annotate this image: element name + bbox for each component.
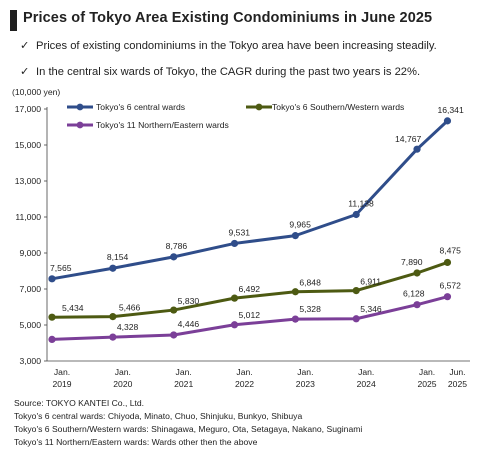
data-label: 6,848 <box>299 278 321 288</box>
data-label: 6,492 <box>239 284 261 294</box>
data-point <box>352 315 360 323</box>
x-tick-label: 2022 <box>235 379 254 389</box>
footnote-northern-eastern: Tokyo's 11 Northern/Eastern wards: Wards… <box>14 437 258 447</box>
x-tick-label: Jan. <box>358 367 374 377</box>
x-tick-label: 2023 <box>296 379 315 389</box>
data-label: 4,446 <box>178 319 200 329</box>
data-point <box>48 335 56 343</box>
data-point <box>352 287 360 295</box>
data-point <box>230 239 239 248</box>
data-label: 7,565 <box>50 263 72 273</box>
legend-swatch-marker <box>76 103 84 111</box>
x-tick-label: Jan. <box>236 367 252 377</box>
data-label: 5,328 <box>299 304 321 314</box>
data-label: 14,767 <box>395 134 422 144</box>
data-point <box>291 288 299 296</box>
data-label: 6,128 <box>403 289 425 299</box>
y-tick-label: 9,000 <box>19 248 41 258</box>
x-tick-label: Jan. <box>419 367 435 377</box>
x-tick-label: Jun. <box>449 367 465 377</box>
series-line-1 <box>51 261 448 319</box>
data-point <box>170 253 178 261</box>
x-tick-label: 2025 <box>448 379 467 389</box>
source-note: Source: TOKYO KANTEI Co., Ltd. <box>14 398 145 408</box>
footnote-central: Tokyo's 6 central wards: Chiyoda, Minato… <box>14 411 303 421</box>
data-label: 5,830 <box>178 296 200 306</box>
data-label: 5,466 <box>119 303 141 313</box>
data-point <box>230 321 239 329</box>
y-tick-label: 7,000 <box>19 284 41 294</box>
data-label: 11,138 <box>348 199 374 209</box>
data-point <box>109 264 117 272</box>
bullet-2-text: In the central six wards of Tokyo, the C… <box>36 66 421 78</box>
bullet-1: ✓ Prices of existing condominiums in the … <box>20 39 437 52</box>
title-accent-bar <box>10 10 17 31</box>
bullet-2: ✓ In the central six wards of Tokyo, the … <box>20 65 420 78</box>
legend-label: Tokyo's 11 Northern/Eastern wards <box>96 120 229 130</box>
y-tick-label: 11,000 <box>15 212 41 222</box>
legend-swatch-marker <box>255 103 263 111</box>
legend-swatch-marker <box>76 121 84 129</box>
bullet-1-text: Prices of existing condominiums in the T… <box>36 40 437 52</box>
data-label: 5,434 <box>62 303 84 313</box>
x-tick-label: 2025 <box>417 379 436 389</box>
data-label: 8,475 <box>439 245 461 255</box>
data-label: 4,328 <box>117 322 139 332</box>
data-label: 8,154 <box>107 252 129 262</box>
data-label: 5,346 <box>360 304 382 314</box>
data-point <box>48 313 56 321</box>
y-tick-label: 3,000 <box>19 356 41 366</box>
y-tick-label: 13,000 <box>15 176 42 186</box>
data-label: 16,341 <box>437 105 464 115</box>
x-tick-label: Jan. <box>297 367 313 377</box>
x-tick-label: 2019 <box>52 379 71 389</box>
series-line-2 <box>51 295 448 341</box>
data-label: 6,572 <box>439 281 461 291</box>
y-tick-label: 5,000 <box>19 320 41 330</box>
data-point <box>443 293 452 301</box>
data-point <box>109 313 117 321</box>
data-point <box>443 258 452 267</box>
data-point <box>352 210 360 219</box>
series-line-0 <box>51 119 449 281</box>
data-label: 7,890 <box>401 257 423 267</box>
data-point <box>170 331 178 339</box>
data-point <box>443 117 452 125</box>
x-tick-label: 2024 <box>357 379 376 389</box>
y-tick-label: 17,000 <box>15 104 42 114</box>
page-title: Prices of Tokyo Area Existing Condominiu… <box>23 10 433 26</box>
data-label: 8,786 <box>166 241 188 251</box>
data-point <box>48 275 56 283</box>
legend-label: Tokyo's 6 central wards <box>96 102 185 112</box>
data-point <box>413 301 421 309</box>
data-point <box>230 294 239 302</box>
data-point <box>413 145 421 153</box>
data-point <box>413 269 421 277</box>
x-tick-label: Jan. <box>176 367 192 377</box>
data-point <box>291 232 299 240</box>
checkmark-icon: ✓ <box>20 66 30 78</box>
y-axis-label: (10,000 yen) <box>12 87 60 97</box>
data-label: 9,965 <box>289 220 311 230</box>
data-label: 6,911 <box>360 277 381 287</box>
data-point <box>291 315 299 323</box>
x-tick-label: 2020 <box>113 379 132 389</box>
data-point <box>109 333 117 341</box>
x-tick-label: Jan. <box>115 367 131 377</box>
checkmark-icon: ✓ <box>20 40 30 52</box>
footnote-southern-western: Tokyo's 6 Southern/Western wards: Shinag… <box>14 424 363 434</box>
x-tick-label: 2021 <box>174 379 193 389</box>
legend-label: Tokyo's 6 Southern/Western wards <box>272 102 404 112</box>
data-label: 5,012 <box>239 310 261 320</box>
data-label: 9,531 <box>229 227 251 237</box>
y-tick-label: 15,000 <box>15 140 42 150</box>
x-tick-label: Jan. <box>54 367 70 377</box>
data-point <box>170 306 178 314</box>
